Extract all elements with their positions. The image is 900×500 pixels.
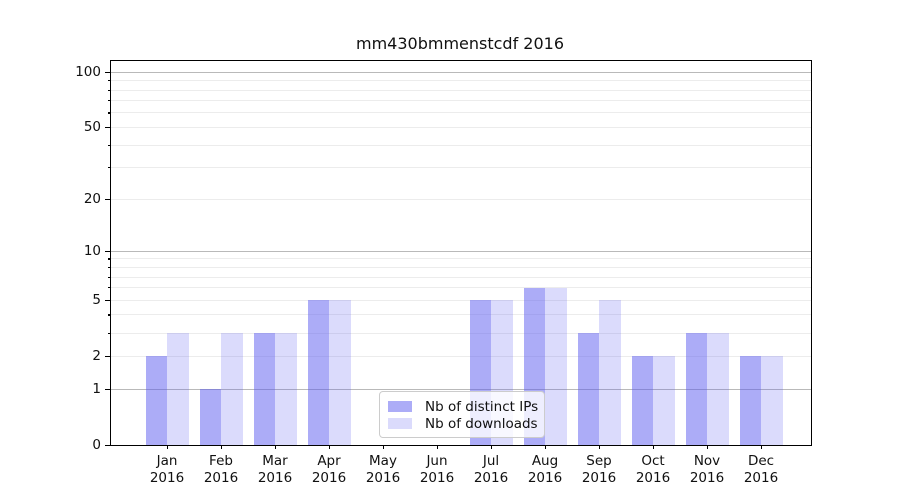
- x-tick-may: [382, 445, 384, 449]
- y-tick-1: [105, 388, 110, 390]
- gridline-9: [111, 258, 811, 260]
- y-tick-label-100: 100: [75, 63, 101, 80]
- y-tick-label-50: 50: [83, 118, 101, 135]
- y-minor-tick-90: [107, 80, 111, 82]
- x-tick-label-aug: Aug 2016: [527, 453, 563, 486]
- y-minor-tick-8: [107, 267, 111, 269]
- gridline-80: [111, 89, 811, 91]
- x-tick-label-sep: Sep 2016: [581, 453, 617, 486]
- bar-distinct-ips-apr: [307, 300, 329, 445]
- gridline-90: [111, 80, 811, 82]
- x-tick-label-mar: Mar 2016: [257, 453, 293, 486]
- bar-distinct-ips-feb: [199, 389, 221, 445]
- legend: Nb of distinct IPs Nb of downloads: [379, 391, 545, 438]
- y-tick-50: [105, 126, 110, 129]
- gridline-50: [111, 126, 811, 128]
- bar-distinct-ips-oct: [631, 356, 653, 445]
- legend-label-downloads: Nb of downloads: [425, 415, 538, 432]
- legend-swatch-distinct-ips: [388, 401, 412, 412]
- y-minor-tick-9: [107, 258, 111, 260]
- gridline-100: [111, 71, 811, 73]
- y-tick-label-2: 2: [92, 347, 101, 364]
- x-tick-nov: [706, 445, 708, 449]
- y-tick-10: [105, 250, 110, 252]
- bar-downloads-dec: [761, 356, 783, 445]
- y-minor-tick-30: [107, 167, 111, 169]
- y-minor-tick-3: [107, 332, 111, 334]
- x-tick-label-dec: Dec 2016: [743, 453, 779, 486]
- x-tick-oct: [652, 445, 654, 449]
- gridline-20: [111, 198, 811, 200]
- y-tick-20: [105, 198, 110, 200]
- gridline-1: [111, 388, 811, 390]
- bar-downloads-sep: [599, 300, 621, 445]
- x-tick-label-feb: Feb 2016: [203, 453, 239, 486]
- y-minor-tick-4: [107, 314, 111, 316]
- gridline-40: [111, 144, 811, 146]
- bar-distinct-ips-jan: [145, 356, 167, 445]
- legend-item-downloads: Nb of downloads: [388, 415, 538, 432]
- y-minor-tick-6: [107, 287, 111, 289]
- legend-swatch-downloads: [388, 418, 412, 429]
- x-tick-label-jan: Jan 2016: [149, 453, 185, 486]
- x-tick-feb: [220, 445, 222, 449]
- chart-title: mm430bmmenstcdf 2016: [355, 34, 565, 53]
- bar-downloads-aug: [545, 287, 567, 445]
- y-minor-tick-70: [107, 100, 111, 102]
- x-tick-jul: [490, 445, 492, 449]
- x-tick-jun: [436, 445, 438, 449]
- gridline-4: [111, 314, 811, 316]
- gridline-3: [111, 332, 811, 334]
- x-tick-apr: [328, 445, 330, 449]
- legend-item-distinct-ips: Nb of distinct IPs: [388, 398, 539, 415]
- bar-downloads-apr: [329, 300, 351, 445]
- y-tick-label-0: 0: [92, 436, 101, 453]
- y-minor-tick-80: [107, 89, 111, 91]
- gridline-5: [111, 299, 811, 301]
- y-minor-tick-40: [107, 144, 111, 146]
- y-minor-tick-7: [107, 276, 111, 278]
- bar-distinct-ips-nov: [685, 333, 707, 445]
- x-tick-dec: [760, 445, 762, 449]
- y-tick-label-10: 10: [83, 242, 101, 259]
- y-tick-5: [105, 299, 110, 301]
- gridline-7: [111, 276, 811, 278]
- x-tick-jan: [166, 445, 168, 449]
- gridline-10: [111, 250, 811, 252]
- y-tick-label-5: 5: [92, 291, 101, 308]
- y-tick-100: [105, 71, 110, 73]
- gridline-30: [111, 167, 811, 169]
- x-tick-sep: [598, 445, 600, 449]
- bar-downloads-jan: [167, 333, 189, 445]
- plot-area: Nb of distinct IPs Nb of downloads 0 1 2 5 1…: [75, 60, 812, 486]
- x-tick-label-oct: Oct 2016: [635, 453, 671, 486]
- x-tick-label-jun: Jun 2016: [419, 453, 455, 486]
- y-tick-label-20: 20: [83, 190, 101, 207]
- y-tick-2: [105, 355, 110, 357]
- gridline-60: [111, 112, 811, 114]
- x-tick-label-may: May 2016: [365, 453, 401, 486]
- bar-downloads-oct: [653, 356, 675, 445]
- gridline-2: [111, 355, 811, 357]
- y-tick-label-1: 1: [92, 380, 101, 397]
- legend-label-distinct-ips: Nb of distinct IPs: [425, 398, 539, 415]
- x-tick-label-nov: Nov 2016: [689, 453, 725, 486]
- x-tick-label-apr: Apr 2016: [311, 453, 347, 486]
- bar-distinct-ips-sep: [577, 333, 599, 445]
- x-tick-aug: [544, 445, 546, 449]
- x-tick-label-jul: Jul 2016: [473, 453, 509, 486]
- bar-downloads-mar: [275, 333, 297, 445]
- x-tick-mar: [274, 445, 276, 449]
- y-tick-0: [105, 444, 110, 446]
- y-minor-tick-60: [107, 112, 111, 114]
- bar-distinct-ips-mar: [253, 333, 275, 445]
- gridline-6: [111, 287, 811, 289]
- bar-distinct-ips-dec: [739, 356, 761, 445]
- bar-downloads-nov: [707, 333, 729, 445]
- gridline-8: [111, 267, 811, 268]
- bar-downloads-feb: [221, 333, 243, 445]
- gridline-70: [111, 100, 811, 102]
